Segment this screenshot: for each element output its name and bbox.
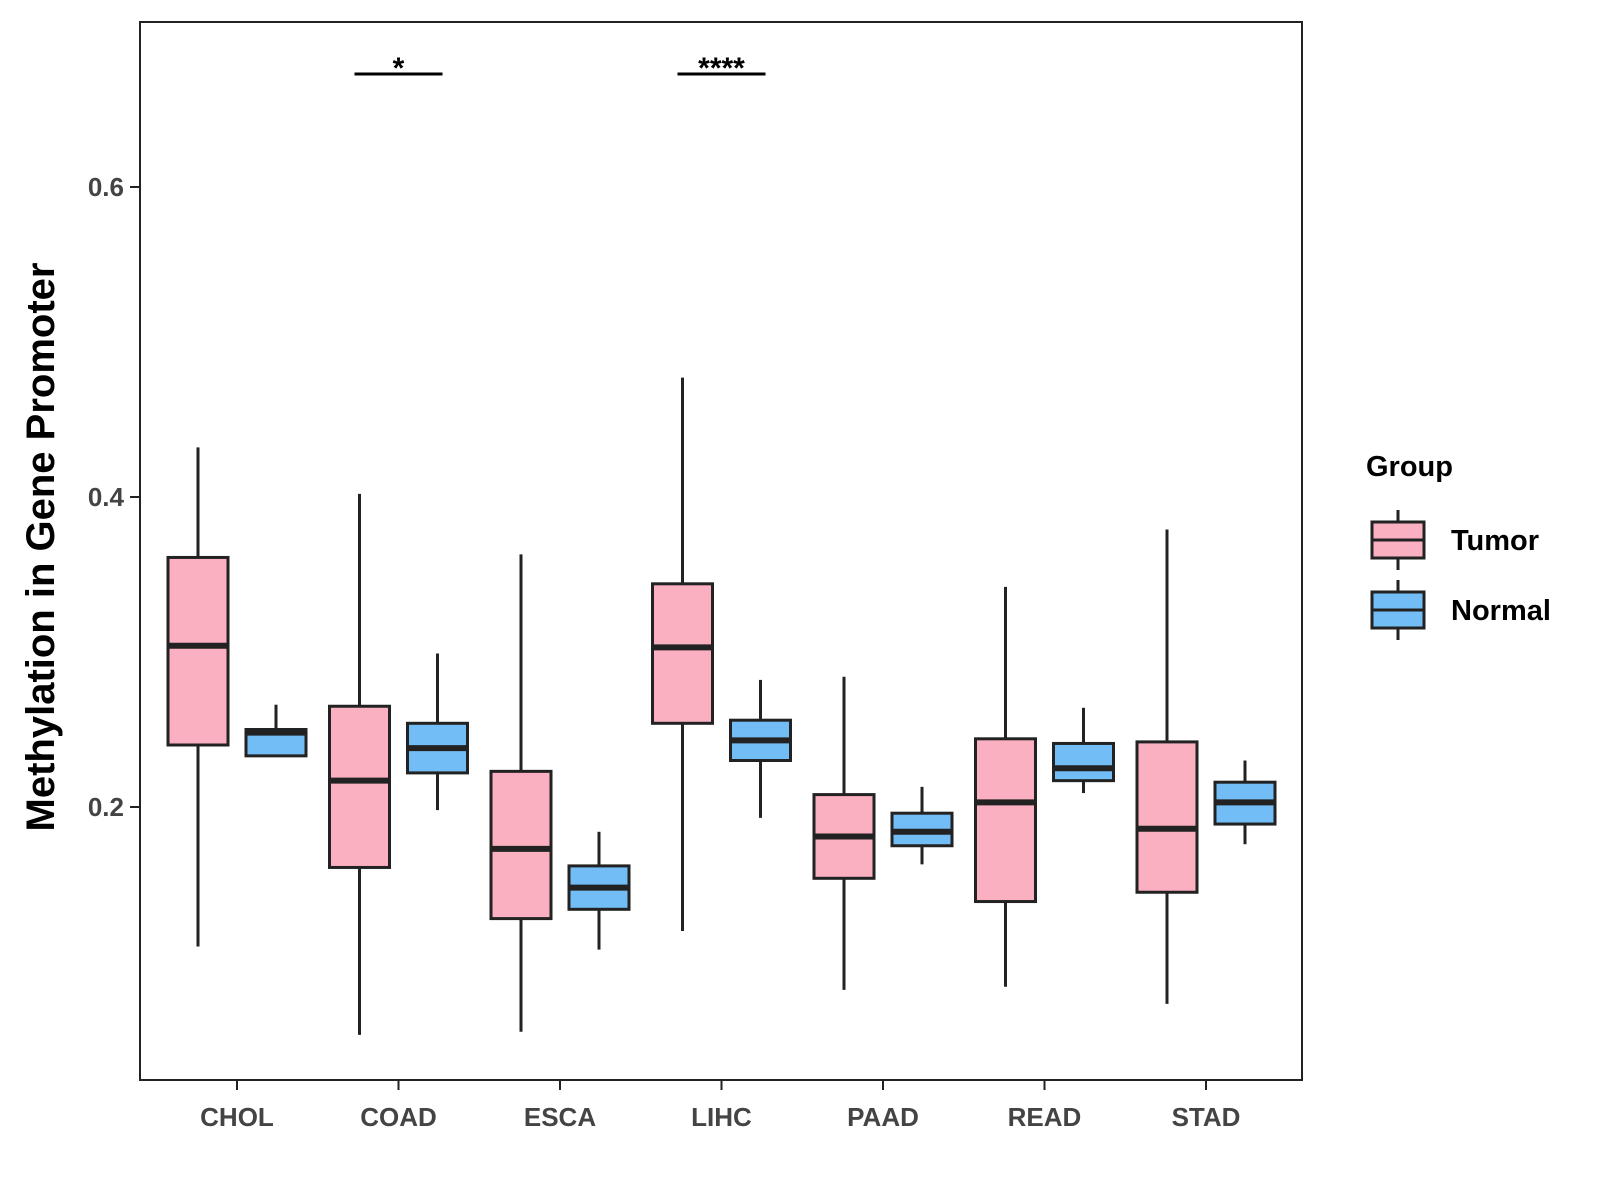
- box-tumor-coad: [328, 493, 391, 1035]
- box-normal-chol: [244, 704, 308, 758]
- box-body: [651, 582, 714, 725]
- box-normal-stad: [1213, 760, 1277, 845]
- box-tumor-chol: [166, 447, 230, 947]
- box-body: [1135, 740, 1199, 894]
- significance-label: *: [393, 52, 405, 85]
- box-tumor-lihc: [651, 377, 714, 931]
- box-tumor-esca: [489, 554, 553, 1032]
- legend-label-tumor: Tumor: [1451, 525, 1539, 557]
- y-tick-label: 0.4: [88, 482, 125, 512]
- box-normal-paad: [890, 786, 954, 865]
- legend-key-normal: [1370, 580, 1426, 640]
- box-normal-coad: [406, 653, 469, 811]
- box-body: [328, 704, 391, 869]
- box-normal-read: [1052, 707, 1115, 794]
- y-axis-title: Methylation in Gene Promoter: [19, 263, 63, 832]
- x-tick-label: STAD: [1172, 1102, 1241, 1132]
- y-tick-label: 0.6: [88, 172, 124, 202]
- axes: 0.2 0.4 0.6 CHOL COAD ESCA LIHC PAAD READ STAD: [88, 21, 1303, 1132]
- legend-title: Group: [1366, 451, 1453, 483]
- box-body: [489, 769, 553, 921]
- legend-label-normal: Normal: [1451, 595, 1551, 627]
- x-tick-label: PAAD: [847, 1102, 919, 1132]
- box-body: [1052, 741, 1115, 783]
- box-normal-lihc: [729, 679, 792, 818]
- x-tick-label: CHOL: [200, 1102, 274, 1132]
- box-body: [974, 737, 1037, 904]
- box-tumor-paad: [812, 676, 876, 990]
- box-normal-esca: [567, 831, 631, 950]
- legend: Group Tumor Normal: [1366, 451, 1551, 640]
- legend-key-tumor: [1370, 510, 1426, 570]
- x-tick-label: READ: [1008, 1102, 1082, 1132]
- significance-label: ****: [698, 52, 745, 85]
- box-body: [166, 555, 230, 747]
- box-tumor-stad: [1135, 529, 1199, 1004]
- box-tumor-read: [974, 586, 1037, 987]
- y-tick-label: 0.2: [88, 792, 124, 822]
- x-tick-label: ESCA: [524, 1102, 596, 1132]
- plot-area: * ****: [166, 52, 1277, 1035]
- x-tick-label: COAD: [360, 1102, 437, 1132]
- x-tick-label: LIHC: [691, 1102, 752, 1132]
